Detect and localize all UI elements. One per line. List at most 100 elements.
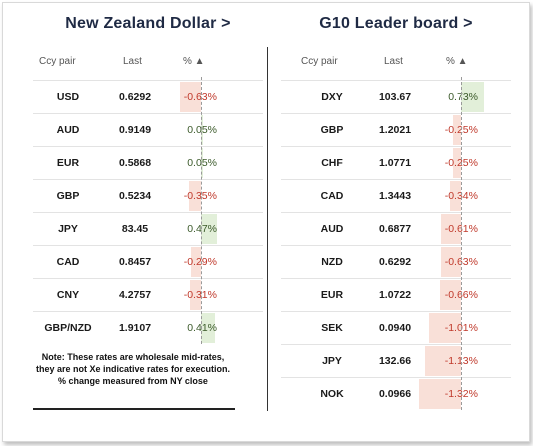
positive-change-bar <box>201 214 217 244</box>
g10-table-header: Ccy pair Last % ▲ <box>281 56 511 78</box>
table-row[interactable]: GBP 0.5234 -0.35% <box>33 179 263 213</box>
ccy-pair-cell: GBP/NZD <box>44 322 92 334</box>
g10-zero-line <box>461 77 462 410</box>
pct-change-cell: -1.32% <box>444 388 478 400</box>
ccy-pair-cell: EUR <box>320 289 344 301</box>
negative-change-bar <box>453 148 461 178</box>
negative-change-bar <box>418 379 461 409</box>
pct-change-cell: -0.25% <box>444 157 478 169</box>
positive-change-bar <box>461 82 485 112</box>
ccy-pair-cell: AUD <box>56 124 80 136</box>
table-row[interactable]: AUD 0.9149 0.05% <box>33 113 263 147</box>
last-rate-cell: 1.0722 <box>378 289 412 301</box>
table-row[interactable]: DXY 103.67 0.73% <box>281 80 511 114</box>
ccy-pair-cell: JPY <box>322 355 342 367</box>
table-row[interactable]: USD 0.6292 -0.63% <box>33 80 263 114</box>
ccy-pair-cell: EUR <box>56 157 80 169</box>
ccy-pair-cell: JPY <box>58 223 78 235</box>
g10-panel-title[interactable]: G10 Leader board > <box>319 15 473 32</box>
ccy-pair-cell: USD <box>56 91 80 103</box>
last-rate-cell: 4.2757 <box>118 289 152 301</box>
negative-change-bar <box>440 247 461 277</box>
ccy-pair-cell: DXY <box>321 91 343 103</box>
ccy-pair-cell: CNY <box>56 289 80 301</box>
last-rate-cell: 0.5234 <box>118 190 152 202</box>
ccy-pair-cell: SEK <box>321 322 343 334</box>
pct-change-cell: -0.29% <box>183 256 217 268</box>
ccy-pair-cell: AUD <box>320 223 344 235</box>
ccy-pair-cell: CHF <box>321 157 343 169</box>
last-rate-cell: 0.6292 <box>118 91 152 103</box>
header-pct-sort[interactable]: % ▲ <box>446 56 468 67</box>
last-rate-cell: 0.6877 <box>378 223 412 235</box>
header-last[interactable]: Last <box>123 56 142 67</box>
header-ccy-pair[interactable]: Ccy pair <box>39 56 76 67</box>
pct-change-cell: -0.31% <box>183 289 217 301</box>
table-row[interactable]: GBP 1.2021 -0.25% <box>281 113 511 147</box>
positive-change-bar <box>201 313 215 343</box>
nzd-table-header: Ccy pair Last % ▲ <box>33 56 263 78</box>
pct-change-cell: 0.05% <box>187 157 217 169</box>
last-rate-cell: 132.66 <box>378 355 412 367</box>
nzd-zero-line <box>201 77 202 344</box>
table-row[interactable]: JPY 132.66 -1.13% <box>281 344 511 378</box>
negative-change-bar <box>439 280 461 310</box>
pct-change-cell: -0.61% <box>444 223 478 235</box>
header-ccy-pair[interactable]: Ccy pair <box>301 56 338 67</box>
pct-change-cell: -0.35% <box>183 190 217 202</box>
ccy-pair-cell: NOK <box>320 388 344 400</box>
rates-disclaimer-note: Note: These rates are wholesale mid-rate… <box>35 352 231 386</box>
negative-change-bar <box>453 115 461 145</box>
table-row[interactable]: SEK 0.0940 -1.01% <box>281 311 511 345</box>
table-row[interactable]: GBP/NZD 1.9107 0.41% <box>33 311 263 345</box>
table-row[interactable]: NZD 0.6292 -0.63% <box>281 245 511 279</box>
last-rate-cell: 1.0771 <box>378 157 412 169</box>
ccy-pair-cell: GBP <box>320 124 344 136</box>
table-row[interactable]: CAD 0.8457 -0.29% <box>33 245 263 279</box>
pct-change-cell: 0.47% <box>187 223 217 235</box>
table-row[interactable]: NOK 0.0966 -1.32% <box>281 377 511 411</box>
ccy-pair-cell: GBP <box>56 190 80 202</box>
last-rate-cell: 1.9107 <box>118 322 152 334</box>
header-pct-sort[interactable]: % ▲ <box>183 56 205 67</box>
pct-change-cell: -1.01% <box>444 322 478 334</box>
table-row[interactable]: AUD 0.6877 -0.61% <box>281 212 511 246</box>
last-rate-cell: 1.2021 <box>378 124 412 136</box>
pct-change-cell: 0.73% <box>448 91 478 103</box>
negative-change-bar <box>189 181 201 211</box>
negative-change-bar <box>450 181 461 211</box>
pct-change-cell: 0.41% <box>187 322 217 334</box>
pct-change-cell: -0.34% <box>444 190 478 202</box>
header-last[interactable]: Last <box>384 56 403 67</box>
pct-change-cell: -0.63% <box>183 91 217 103</box>
negative-change-bar <box>441 214 461 244</box>
table-row[interactable]: EUR 0.5868 0.05% <box>33 146 263 180</box>
last-rate-cell: 0.0940 <box>378 322 412 334</box>
table-row[interactable]: CHF 1.0771 -0.25% <box>281 146 511 180</box>
panel-divider <box>267 47 268 411</box>
table-row[interactable]: CNY 4.2757 -0.31% <box>33 278 263 312</box>
note-underline <box>33 408 235 410</box>
negative-change-bar <box>428 313 461 343</box>
last-rate-cell: 0.5868 <box>118 157 152 169</box>
table-row[interactable]: CAD 1.3443 -0.34% <box>281 179 511 213</box>
table-row[interactable]: JPY 83.45 0.47% <box>33 212 263 246</box>
last-rate-cell: 83.45 <box>121 223 149 235</box>
ccy-pair-cell: NZD <box>321 256 343 268</box>
last-rate-cell: 0.6292 <box>378 256 412 268</box>
pct-change-cell: -1.13% <box>444 355 478 367</box>
ccy-pair-cell: CAD <box>56 256 80 268</box>
nzd-panel-title[interactable]: New Zealand Dollar > <box>65 15 231 32</box>
negative-change-bar <box>190 280 201 310</box>
last-rate-cell: 0.0966 <box>378 388 412 400</box>
pct-change-cell: -0.25% <box>444 124 478 136</box>
ccy-pair-cell: CAD <box>320 190 344 202</box>
last-rate-cell: 0.8457 <box>118 256 152 268</box>
last-rate-cell: 103.67 <box>378 91 412 103</box>
pct-change-cell: -0.66% <box>444 289 478 301</box>
pct-change-cell: -0.63% <box>444 256 478 268</box>
negative-change-bar <box>179 82 201 112</box>
leaderboard-widget: New Zealand Dollar > Ccy pair Last % ▲ U… <box>2 2 530 442</box>
table-row[interactable]: EUR 1.0722 -0.66% <box>281 278 511 312</box>
last-rate-cell: 0.9149 <box>118 124 152 136</box>
